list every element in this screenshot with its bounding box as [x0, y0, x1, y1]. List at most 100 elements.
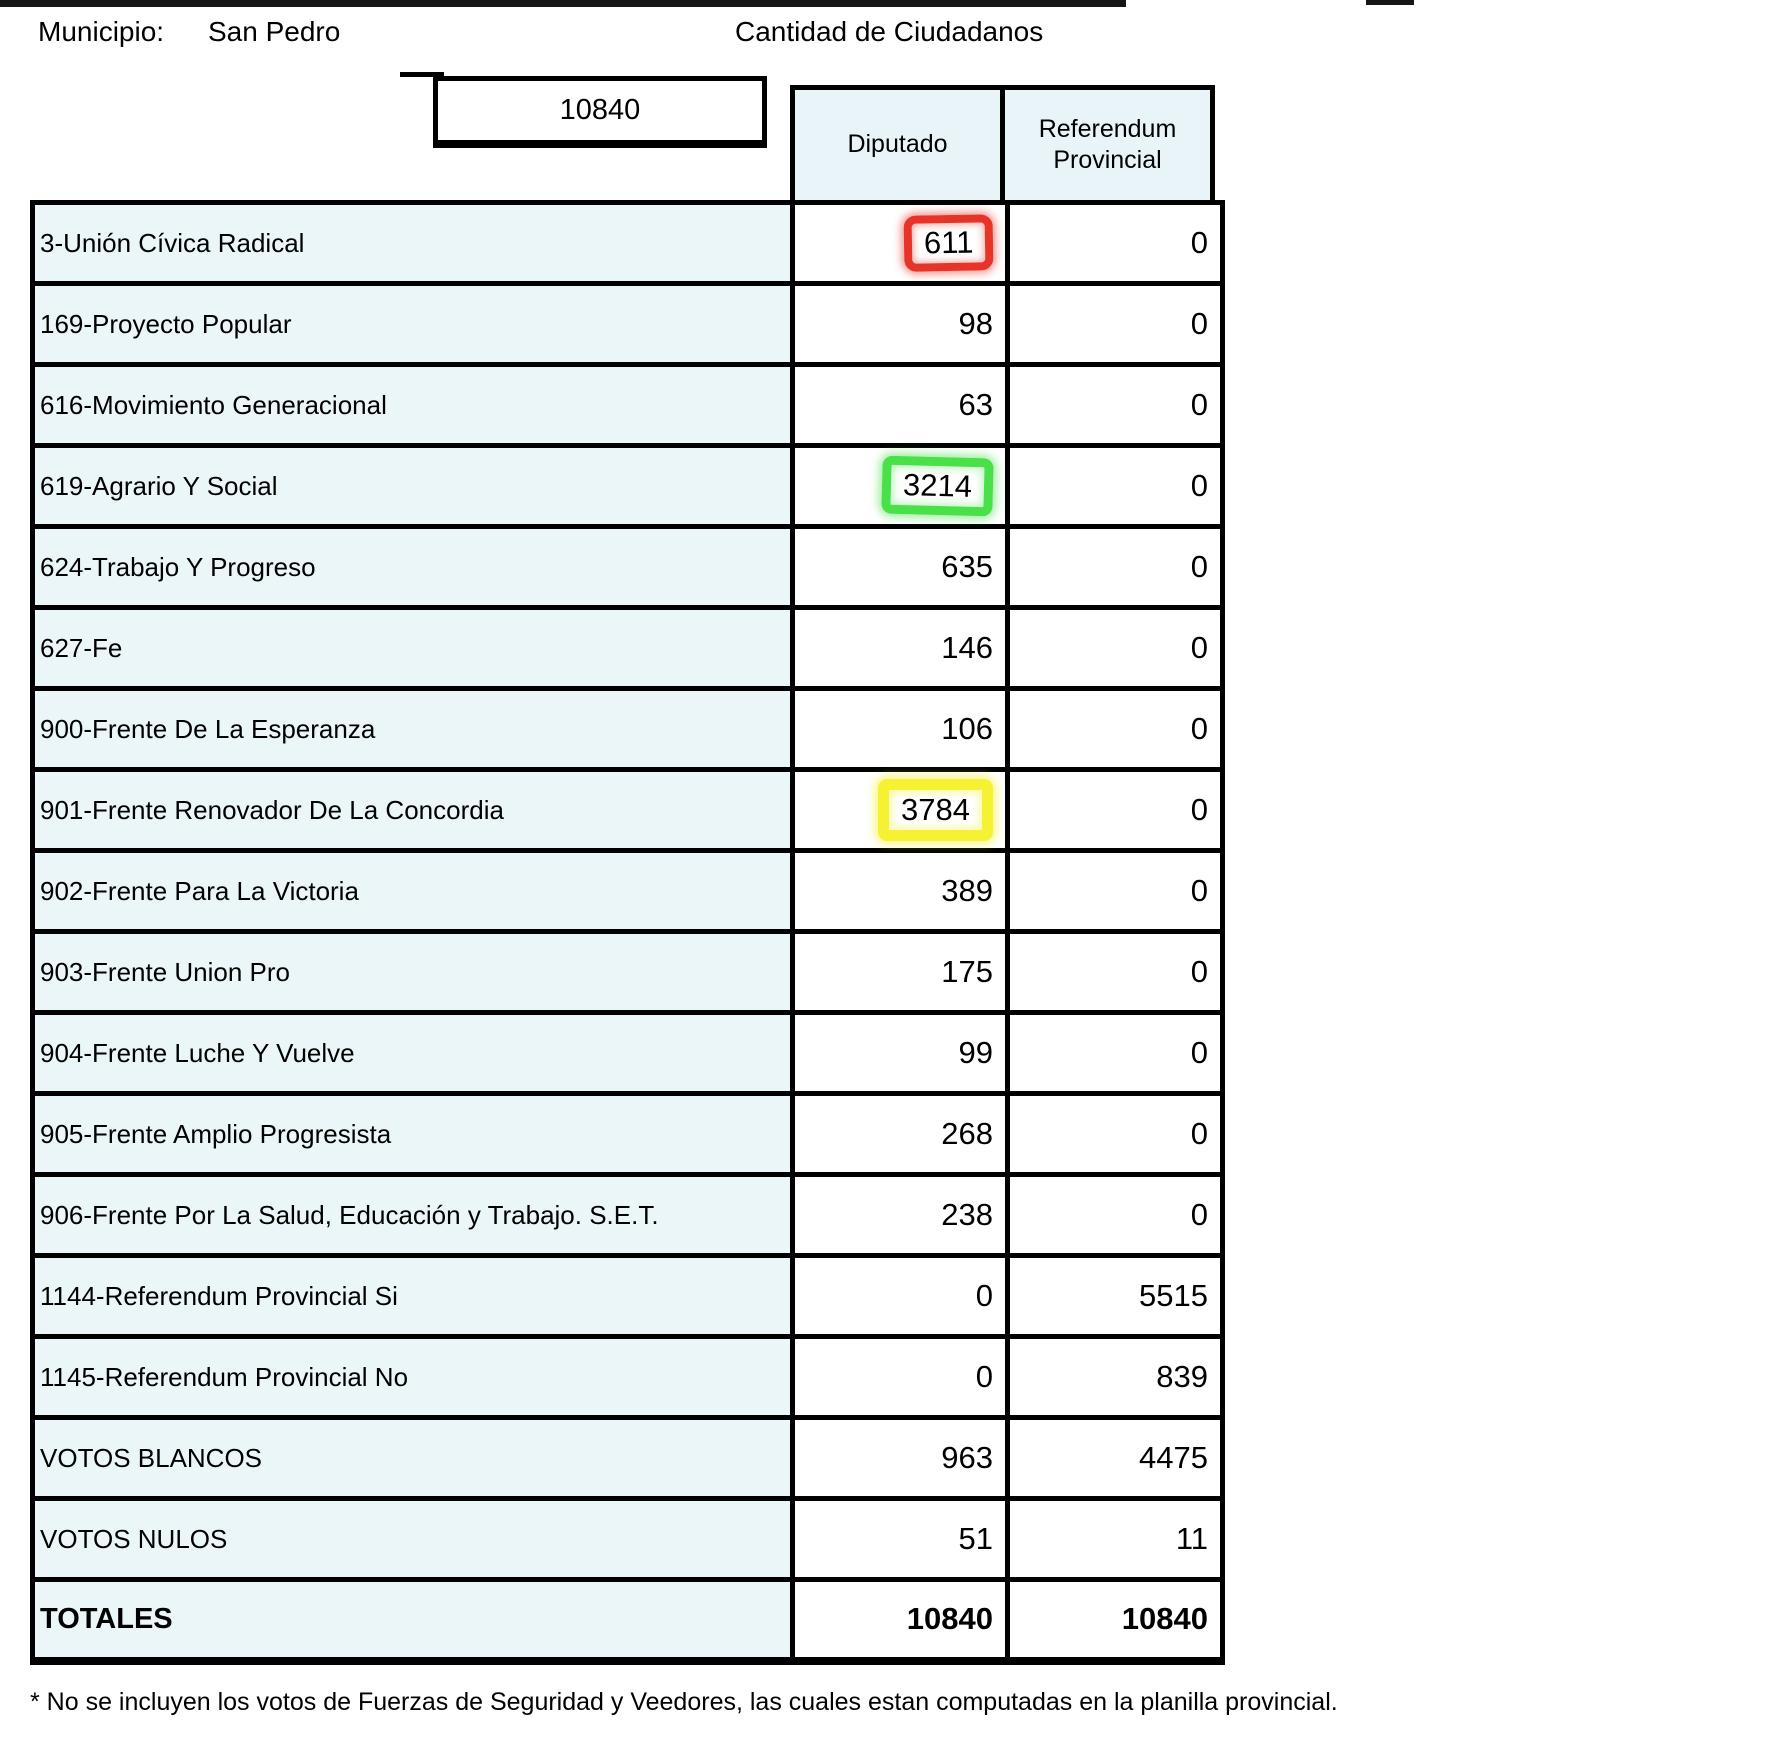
referendum-votes-cell: 0 [1005, 524, 1225, 610]
table-row: 900-Frente De La Esperanza 106 0 [30, 686, 1225, 772]
referendum-votes-cell: 0 [1005, 362, 1225, 448]
table-row: 627-Fe 146 0 [30, 605, 1225, 691]
scan-artifact-bar [0, 0, 1126, 7]
referendum-votes-cell: 0 [1005, 848, 1225, 934]
municipio-label: Municipio: [38, 16, 165, 47]
referendum-value: 5515 [1139, 1278, 1208, 1313]
party-label: 905-Frente Amplio Progresista [30, 1091, 795, 1177]
party-label: 169-Proyecto Popular [30, 281, 795, 367]
referendum-value: 0 [1190, 1197, 1208, 1232]
cantidad-ciudadanos-label: Cantidad de Ciudadanos [735, 16, 1044, 47]
referendum-value: 0 [1190, 792, 1208, 827]
referendum-value: 11 [1175, 1521, 1208, 1556]
diputado-votes-cell: 389 [790, 848, 1010, 934]
party-label: 619-Agrario Y Social [30, 443, 795, 529]
diputado-votes-cell: 238 [790, 1172, 1010, 1258]
referendum-votes-cell: 0 [1005, 443, 1225, 529]
party-label: 3-Unión Cívica Radical [30, 200, 795, 286]
diputado-votes-cell: 175 [790, 929, 1010, 1015]
referendum-value: 0 [1190, 1035, 1208, 1070]
ciudadanos-total-value: 10840 [559, 94, 641, 126]
party-label: 903-Frente Union Pro [30, 929, 795, 1015]
table-row: 169-Proyecto Popular 98 0 [30, 281, 1225, 367]
referendum-votes-cell: 11 [1005, 1496, 1225, 1582]
referendum-votes-cell: 0 [1005, 200, 1225, 286]
referendum-value: 0 [1190, 549, 1208, 584]
table-row: 902-Frente Para La Victoria 389 0 [30, 848, 1225, 934]
diputado-votes-cell: 10840 [790, 1577, 1010, 1665]
diputado-value: 106 [941, 711, 993, 746]
party-label: VOTOS BLANCOS [30, 1415, 795, 1501]
table-row: 904-Frente Luche Y Vuelve 99 0 [30, 1010, 1225, 1096]
referendum-votes-cell: 0 [1005, 929, 1225, 1015]
referendum-votes-cell: 10840 [1005, 1577, 1225, 1665]
column-header-diputado: Diputado [790, 85, 1005, 205]
diputado-value: 146 [941, 630, 993, 665]
diputado-value: 99 [958, 1035, 993, 1070]
diputado-votes-cell: 3214 [790, 443, 1010, 529]
referendum-value: 0 [1190, 387, 1208, 422]
referendum-value: 0 [1190, 225, 1208, 260]
scan-artifact-mark [1366, 0, 1414, 5]
diputado-value: 0 [975, 1278, 993, 1313]
diputado-value: 268 [941, 1116, 993, 1151]
table-row: 901-Frente Renovador De La Concordia 378… [30, 767, 1225, 853]
table-row: VOTOS BLANCOS 963 4475 [30, 1415, 1225, 1501]
municipio-value: San Pedro [208, 16, 341, 47]
party-label: 1145-Referendum Provincial No [30, 1334, 795, 1420]
party-label: 901-Frente Renovador De La Concordia [30, 767, 795, 853]
diputado-votes-cell: 611 [790, 200, 1010, 286]
table-row: 3-Unión Cívica Radical 611 0 [30, 200, 1225, 286]
referendum-value: 839 [1156, 1359, 1208, 1394]
table-row: 619-Agrario Y Social 3214 0 [30, 443, 1225, 529]
diputado-votes-cell: 98 [790, 281, 1010, 367]
diputado-value: 3214 [881, 455, 994, 517]
diputado-value: 10840 [906, 1601, 993, 1637]
referendum-votes-cell: 839 [1005, 1334, 1225, 1420]
table-row: TOTALES 10840 10840 [30, 1577, 1225, 1665]
party-label: 616-Movimiento Generacional [30, 362, 795, 448]
scan-artifact-tick [400, 72, 444, 77]
diputado-value: 0 [975, 1359, 993, 1394]
referendum-votes-cell: 0 [1005, 1091, 1225, 1177]
table-row: 906-Frente Por La Salud, Educación y Tra… [30, 1172, 1225, 1258]
diputado-value: 238 [941, 1197, 993, 1232]
diputado-votes-cell: 963 [790, 1415, 1010, 1501]
party-label: 627-Fe [30, 605, 795, 691]
diputado-votes-cell: 3784 [790, 767, 1010, 853]
diputado-value: 3784 [878, 779, 993, 841]
table-row: VOTOS NULOS 51 11 [30, 1496, 1225, 1582]
referendum-value: 10840 [1121, 1601, 1208, 1637]
referendum-votes-cell: 0 [1005, 281, 1225, 367]
referendum-votes-cell: 5515 [1005, 1253, 1225, 1339]
diputado-votes-cell: 63 [790, 362, 1010, 448]
diputado-value: 98 [958, 306, 993, 341]
party-label: 1144-Referendum Provincial Si [30, 1253, 795, 1339]
diputado-value: 635 [941, 549, 993, 584]
party-label: 906-Frente Por La Salud, Educación y Tra… [30, 1172, 795, 1258]
table-row: 624-Trabajo Y Progreso 635 0 [30, 524, 1225, 610]
diputado-value: 175 [941, 954, 993, 989]
table-row: 903-Frente Union Pro 175 0 [30, 929, 1225, 1015]
party-label: TOTALES [30, 1577, 795, 1665]
table-row: 1144-Referendum Provincial Si 0 5515 [30, 1253, 1225, 1339]
footnote-text: * No se incluyen los votos de Fuerzas de… [30, 1688, 1338, 1716]
column-header-referendum-provincial: Referendum Provincial [1000, 85, 1215, 205]
results-table-body: 3-Unión Cívica Radical 611 0 169-Proyect… [30, 200, 1225, 1665]
table-row: 905-Frente Amplio Progresista 268 0 [30, 1091, 1225, 1177]
party-label: VOTOS NULOS [30, 1496, 795, 1582]
referendum-value: 0 [1190, 711, 1208, 746]
party-label: 900-Frente De La Esperanza [30, 686, 795, 772]
party-label: 624-Trabajo Y Progreso [30, 524, 795, 610]
diputado-value: 389 [941, 873, 993, 908]
referendum-value: 4475 [1139, 1440, 1208, 1475]
referendum-value: 0 [1190, 306, 1208, 341]
diputado-value: 51 [958, 1521, 993, 1556]
referendum-value: 0 [1190, 873, 1208, 908]
diputado-votes-cell: 635 [790, 524, 1010, 610]
diputado-votes-cell: 146 [790, 605, 1010, 691]
results-table: 3-Unión Cívica Radical 611 0 169-Proyect… [30, 200, 1225, 1665]
referendum-value: 0 [1190, 630, 1208, 665]
table-row: 616-Movimiento Generacional 63 0 [30, 362, 1225, 448]
